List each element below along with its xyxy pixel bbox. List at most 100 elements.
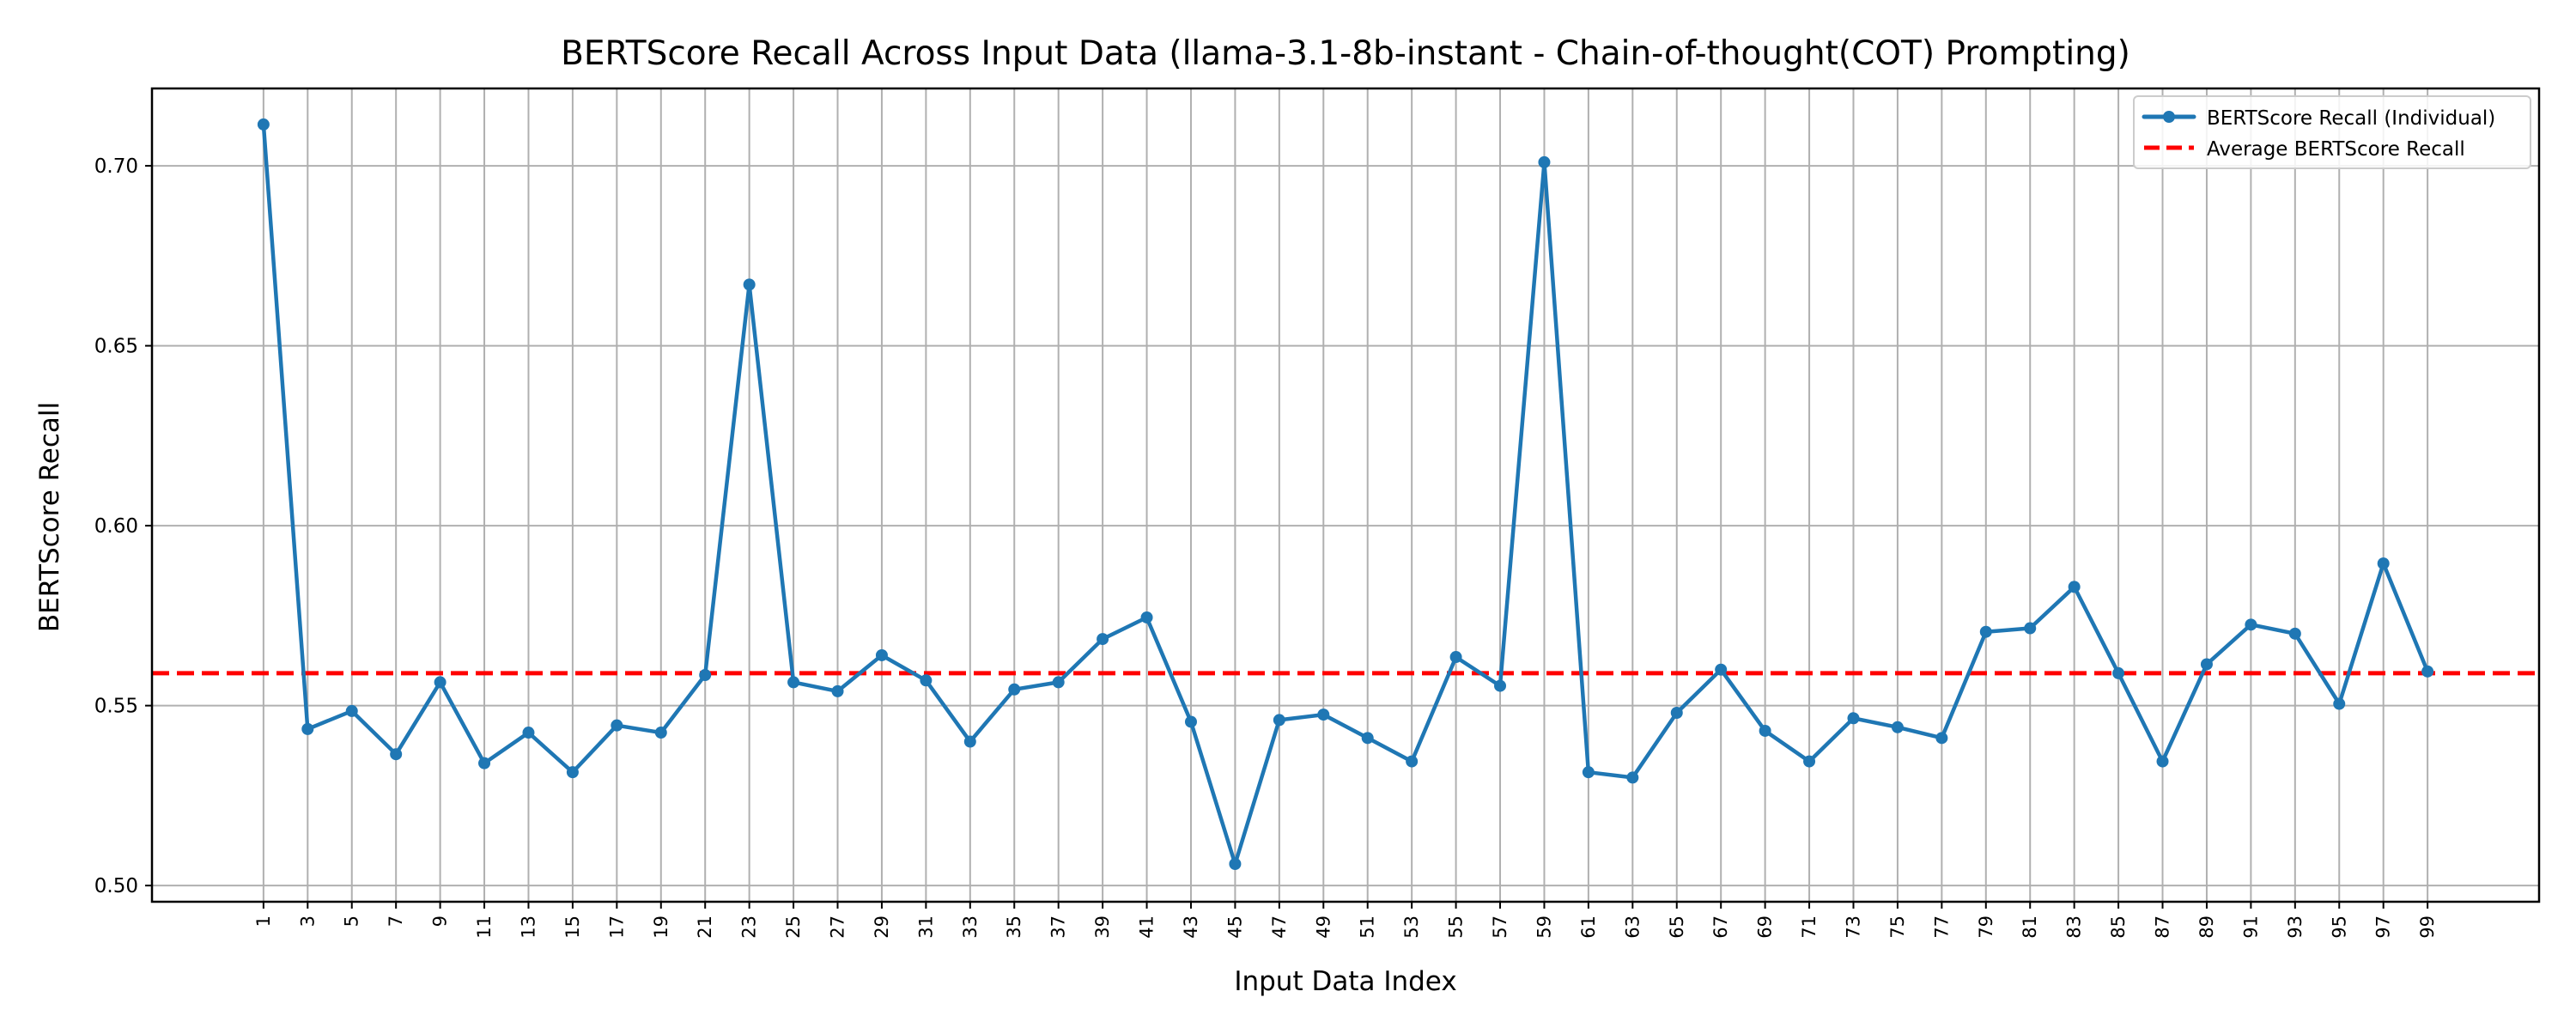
x-tick-label: 99 <box>2417 915 2438 939</box>
data-point <box>963 735 976 748</box>
x-tick-label: 85 <box>2108 915 2129 939</box>
y-tick-label: 0.55 <box>94 696 138 718</box>
data-point <box>920 674 933 687</box>
x-tick-label: 71 <box>1799 915 1820 939</box>
x-tick-label: 77 <box>1931 915 1952 939</box>
x-tick-label: 25 <box>783 915 804 939</box>
data-point <box>2068 581 2081 593</box>
x-tick-label: 27 <box>828 915 848 939</box>
x-tick-label: 15 <box>562 915 583 939</box>
data-point <box>1759 724 1771 737</box>
x-tick-label: 17 <box>606 915 627 939</box>
x-tick-label: 65 <box>1667 915 1687 939</box>
series-line-group <box>257 118 2434 871</box>
data-point <box>390 748 403 761</box>
data-point <box>1626 771 1639 784</box>
data-point <box>566 766 579 779</box>
data-point <box>1052 676 1065 689</box>
legend: BERTScore Recall (Individual) Average BE… <box>2133 95 2531 169</box>
x-tick-label: 35 <box>1004 915 1024 939</box>
x-tick-label: 75 <box>1887 915 1908 939</box>
legend-label-individual: BERTScore Recall (Individual) <box>2207 107 2495 130</box>
x-tick-label: 55 <box>1446 915 1467 939</box>
x-tick-label: 1 <box>253 915 274 927</box>
data-point <box>1273 714 1285 727</box>
x-tick-label: 67 <box>1710 915 1731 939</box>
x-tick-label: 49 <box>1313 915 1334 939</box>
grid-lines <box>152 88 2539 902</box>
x-tick-label: 89 <box>2196 915 2217 939</box>
legend-box <box>2133 95 2531 169</box>
data-point <box>2156 755 2169 768</box>
x-tick-label: 29 <box>872 915 892 939</box>
data-point <box>434 676 447 689</box>
y-tick-label: 0.70 <box>94 155 138 178</box>
data-point <box>345 704 358 717</box>
y-tick-label: 0.50 <box>94 875 138 897</box>
x-tick-label: 57 <box>1490 915 1510 939</box>
data-point <box>743 278 756 291</box>
data-point <box>1935 732 1948 745</box>
x-tick-label: 93 <box>2285 915 2306 939</box>
data-point <box>1317 709 1330 721</box>
x-tick-label: 47 <box>1269 915 1290 939</box>
plot-frame <box>150 87 2541 903</box>
axes <box>145 87 2541 909</box>
data-point <box>1847 712 1860 725</box>
x-tick-label: 81 <box>2020 915 2040 939</box>
data-point <box>2288 627 2301 640</box>
data-point <box>1582 766 1595 779</box>
x-tick-label: 37 <box>1048 915 1069 939</box>
x-tick-label: 33 <box>960 915 981 939</box>
data-point <box>699 669 712 682</box>
data-point <box>1406 755 1419 768</box>
x-tick-label: 13 <box>518 915 538 939</box>
x-tick-label: 87 <box>2153 915 2173 939</box>
x-tick-label: 43 <box>1181 915 1201 939</box>
data-point <box>1670 707 1683 720</box>
data-point <box>1008 683 1021 696</box>
data-point <box>1494 679 1507 692</box>
data-point <box>478 757 491 769</box>
data-point <box>1979 625 1992 638</box>
data-point <box>2112 666 2125 679</box>
data-point <box>2333 697 2346 710</box>
x-tick-label: 45 <box>1224 915 1245 939</box>
data-point <box>654 727 667 739</box>
data-point <box>875 648 888 661</box>
data-point <box>1361 732 1374 745</box>
data-point <box>301 722 314 735</box>
data-point <box>2024 622 2037 635</box>
x-tick-label: 19 <box>651 915 671 939</box>
data-point <box>1803 755 1816 768</box>
data-point <box>1097 633 1109 646</box>
x-tick-label: 23 <box>739 915 760 939</box>
x-tick-label: 79 <box>1976 915 1996 939</box>
y-tick-label: 0.60 <box>94 515 138 538</box>
data-point <box>1184 715 1197 728</box>
data-point <box>1140 611 1153 623</box>
legend-marker-individual <box>2163 111 2175 123</box>
x-tick-label: 61 <box>1578 915 1599 939</box>
y-tick-label: 0.65 <box>94 336 138 358</box>
data-point <box>831 684 844 697</box>
x-tick-label: 53 <box>1401 915 1422 939</box>
data-point <box>1449 651 1462 664</box>
x-tick-label: 5 <box>342 915 362 927</box>
x-tick-label: 39 <box>1092 915 1113 939</box>
data-point <box>2200 658 2213 671</box>
data-point <box>1891 721 1904 733</box>
y-axis-label: BERTScore Recall <box>34 402 65 632</box>
x-tick-label: 59 <box>1534 915 1554 939</box>
data-point <box>1715 663 1728 676</box>
tick-labels: 1 3 5 7 9 11 13 15 17 19 21 23 25 27 29 31 33 35 37 39 41 43 4… <box>94 155 2438 939</box>
data-point <box>522 727 535 739</box>
data-point <box>257 118 270 131</box>
x-tick-label: 9 <box>430 915 451 927</box>
data-point <box>1229 858 1242 871</box>
data-point <box>2245 618 2257 631</box>
x-tick-label: 63 <box>1622 915 1643 939</box>
x-tick-label: 11 <box>474 915 495 939</box>
